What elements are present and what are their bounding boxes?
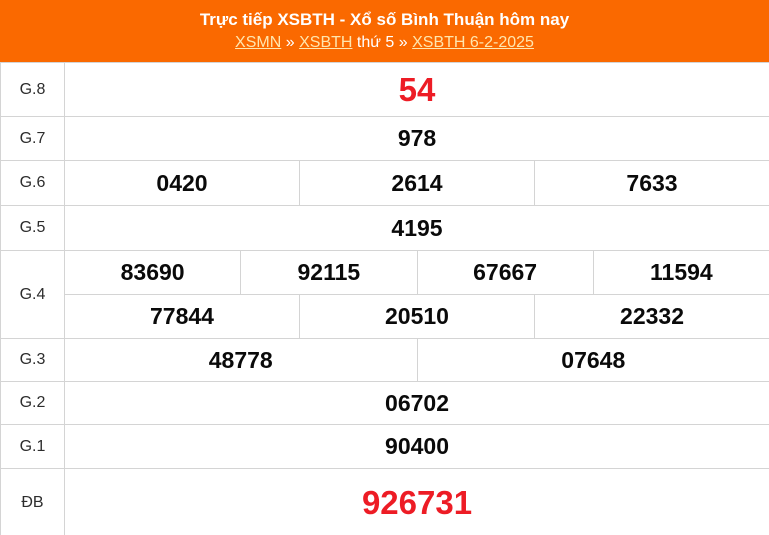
prize-row-g4-bottom: 77844 20510 22332 [1,294,769,339]
prize-row-g5: G.5 4195 [0,205,769,251]
prize-row-db: ĐB 926731 [0,468,769,535]
breadcrumb-day-text: thứ 5 [356,34,395,51]
prize-value: 22332 [533,294,769,339]
prize-label: G.6 [0,160,65,206]
prize-value: 06702 [63,381,769,425]
prize-label: G.4 [0,250,65,339]
prize-label: G.2 [0,381,65,425]
breadcrumb: XSMN » XSBTH thứ 5 » XSBTH 6-2-2025 [235,32,534,53]
prize-row-g6: G.6 0420 2614 7633 [0,160,769,206]
page-title: Trực tiếp XSBTH - Xổ số Bình Thuận hôm n… [199,10,570,29]
breadcrumb-link-xsbth[interactable]: XSBTH [299,34,353,51]
prize-value: 54 [63,62,769,117]
prize-value: 0420 [64,160,300,206]
prize-row-g8: G.8 54 [0,62,769,117]
prize-label: G.5 [0,205,65,251]
breadcrumb-link-date[interactable]: XSBTH 6-2-2025 [412,34,534,51]
prize-value: 77844 [64,294,300,339]
prize-value: 7633 [533,160,769,206]
prize-label: G.3 [0,338,65,382]
prize-value: 4195 [63,205,769,251]
prize-label: G.8 [0,62,65,117]
breadcrumb-separator: » [398,34,408,51]
prize-value: 11594 [592,250,769,295]
prize-value: 2614 [299,160,535,206]
prize-label: G.1 [0,424,65,469]
prize-value: 83690 [63,250,242,295]
header-banner: Trực tiếp XSBTH - Xổ số Bình Thuận hôm n… [0,0,769,62]
prize-row-g2: G.2 06702 [0,381,769,425]
prize-value: 48778 [64,338,418,382]
prize-value: 07648 [416,338,769,382]
prize-value: 20510 [299,294,535,339]
prize-row-g3: G.3 48778 07648 [0,338,769,382]
prize-value: 67667 [416,250,594,295]
prize-label: ĐB [0,468,65,535]
prize-value: 90400 [63,424,769,469]
prize-label: G.7 [0,116,65,161]
results-table: G.8 54 G.7 978 G.6 0420 2614 7633 G.5 41… [0,62,769,535]
prize-value: 978 [63,116,769,161]
prize-value: 92115 [240,250,418,295]
prize-row-g1: G.1 90400 [0,424,769,469]
prize-value: 926731 [63,468,769,535]
prize-row-g4-top: G.4 83690 92115 67667 11594 [0,250,769,339]
breadcrumb-link-xsmn[interactable]: XSMN [235,34,282,51]
prize-row-g7: G.7 978 [0,116,769,161]
breadcrumb-separator: » [285,34,295,51]
